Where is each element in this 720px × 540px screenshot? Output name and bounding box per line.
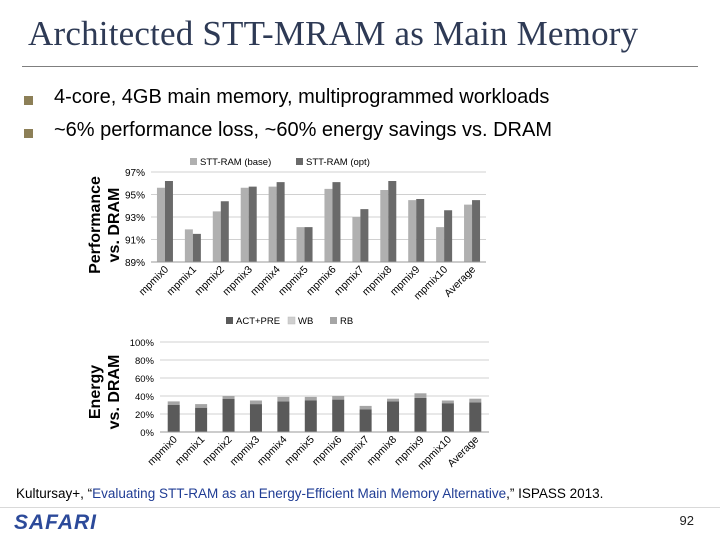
energy-bar-rb	[249, 400, 262, 405]
perf-bar-base	[184, 229, 193, 262]
citation-authors: Kultursay+, “	[16, 486, 93, 501]
page-number: 92	[679, 513, 694, 528]
footer-divider	[0, 507, 720, 508]
perf-bar-base	[408, 200, 417, 262]
safari-logo: SAFARI	[14, 511, 98, 534]
energy-bar-rb	[195, 404, 208, 408]
bullet-text-2: ~6% performance loss, ~60% energy saving…	[54, 119, 552, 141]
perf-bar-base	[296, 227, 305, 262]
perf-legend-swatch	[296, 158, 303, 165]
citation: Kultursay+, “Evaluating STT-RAM as an En…	[16, 486, 603, 501]
perf-bar-base	[156, 187, 165, 262]
energy-bar-act-pre	[332, 399, 345, 432]
perf-ytick-label: 95%	[125, 191, 145, 202]
bullet-marker-2	[24, 129, 33, 138]
perf-bar-base	[352, 217, 361, 262]
energy-ytick-label: 0%	[140, 428, 154, 439]
energy-legend-swatch	[287, 316, 296, 325]
perf-legend-swatch	[190, 158, 197, 165]
energy-bar-rb	[414, 393, 427, 398]
energy-bar-act-pre	[387, 401, 400, 432]
energy-legend-label: WB	[298, 316, 313, 327]
energy-bar-rb	[277, 396, 290, 402]
citation-venue: ,” ISPASS 2013.	[506, 486, 604, 501]
energy-bar-act-pre	[277, 401, 290, 432]
energy-bar-rb	[469, 398, 482, 403]
citation-paper-title[interactable]: Evaluating STT-RAM as an Energy-Efficien…	[92, 486, 507, 501]
bullet-text-1: 4-core, 4GB main memory, multiprogrammed…	[54, 86, 550, 108]
energy-bar-rb	[387, 398, 400, 402]
energy-xtick-label: Average	[445, 434, 481, 470]
energy-bar-act-pre	[441, 403, 454, 432]
perf-bar-opt	[276, 182, 285, 262]
energy-bar-act-pre	[222, 398, 235, 432]
perf-bar-base	[212, 211, 221, 262]
energy-ytick-label: 80%	[135, 356, 155, 367]
perf-bar-base	[436, 227, 445, 262]
energy-legend-label: ACT+PRE	[236, 316, 280, 327]
perf-bar-opt	[304, 227, 313, 262]
energy-ytick-label: 40%	[135, 392, 155, 403]
energy-bar-rb	[359, 405, 372, 410]
energy-legend-swatch	[226, 317, 233, 324]
energy-bar-act-pre	[167, 405, 180, 432]
perf-legend-label: STT-RAM (opt)	[306, 157, 370, 168]
energy-ytick-label: 100%	[130, 338, 155, 349]
energy-bar-act-pre	[359, 409, 372, 432]
perf-bar-base	[240, 187, 249, 262]
perf-bar-opt	[220, 201, 229, 262]
energy-bar-rb	[304, 396, 317, 401]
energy-bar-rb	[332, 396, 345, 400]
perf-bar-base	[464, 204, 473, 262]
perf-ytick-label: 97%	[125, 168, 145, 179]
energy-legend-swatch	[330, 317, 337, 324]
energy-bar-rb	[441, 400, 454, 404]
perf-bar-base	[380, 190, 389, 262]
perf-bar-opt	[472, 200, 481, 262]
energy-ytick-label: 20%	[135, 410, 155, 421]
perf-bar-base	[268, 186, 277, 262]
energy-legend-label: RB	[340, 316, 353, 327]
perf-legend-label: STT-RAM (base)	[200, 157, 271, 168]
perf-bar-opt	[444, 210, 453, 262]
slide-title: Architected STT-MRAM as Main Memory	[28, 14, 639, 53]
perf-bar-opt	[164, 181, 173, 262]
energy-bar-act-pre	[469, 402, 482, 432]
perf-ytick-label: 89%	[125, 258, 145, 269]
energy-bar-rb	[167, 401, 180, 405]
perf-bar-opt	[388, 181, 397, 262]
perf-bar-opt	[248, 186, 257, 262]
energy-ytick-label: 60%	[135, 374, 155, 385]
energy-bar-act-pre	[249, 404, 262, 432]
perf-ytick-label: 91%	[125, 236, 145, 247]
perf-bar-opt	[332, 182, 341, 262]
perf-ytick-label: 93%	[125, 213, 145, 224]
perf-bar-opt	[416, 199, 425, 262]
title-divider	[22, 66, 698, 67]
energy-bar-act-pre	[304, 400, 317, 432]
energy-bar-act-pre	[414, 397, 427, 432]
perf-bar-base	[324, 188, 333, 262]
bullet-marker-1	[24, 96, 33, 105]
perf-bar-opt	[360, 209, 369, 262]
energy-bar-rb	[222, 396, 235, 399]
energy-bar-act-pre	[195, 407, 208, 432]
perf-bar-opt	[192, 233, 201, 262]
